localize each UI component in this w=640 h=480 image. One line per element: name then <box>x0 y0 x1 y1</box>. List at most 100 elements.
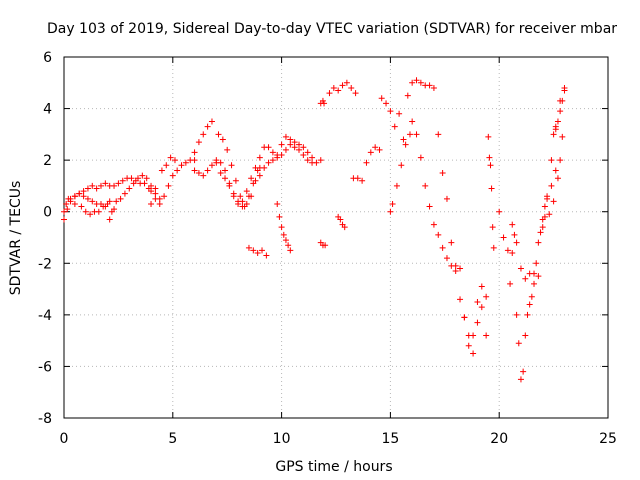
data-point <box>304 157 311 164</box>
data-point <box>517 265 524 272</box>
data-point <box>282 146 289 153</box>
data-point <box>483 332 490 339</box>
data-point <box>513 311 520 318</box>
data-point <box>71 200 78 207</box>
data-point <box>430 221 437 228</box>
data-point <box>309 154 316 161</box>
data-point <box>487 162 494 169</box>
data-point <box>531 280 538 287</box>
data-point <box>337 216 344 223</box>
data-point <box>195 170 202 177</box>
data-point <box>139 172 146 179</box>
data-point <box>326 90 333 97</box>
chart-title: Day 103 of 2019, Sidereal Day-to-day VTE… <box>47 21 617 37</box>
data-point <box>537 229 544 236</box>
data-point <box>243 188 250 195</box>
data-point <box>359 177 366 184</box>
data-point <box>539 224 546 231</box>
series-arc-h <box>215 131 261 210</box>
data-point <box>130 180 137 187</box>
data-point <box>237 193 244 200</box>
data-point <box>134 175 141 182</box>
x-tick-label: 20 <box>490 431 508 447</box>
data-point <box>111 206 118 213</box>
data-point <box>474 319 481 326</box>
data-point <box>528 293 535 300</box>
data-point <box>265 144 272 151</box>
series-arc-f <box>191 118 316 207</box>
y-tick-label: -6 <box>38 359 52 375</box>
data-point <box>126 185 133 192</box>
data-point <box>269 157 276 164</box>
data-point <box>554 175 561 182</box>
data-point <box>439 170 446 177</box>
y-axis-label: SDTVAR / TECUs <box>8 181 24 296</box>
data-point <box>517 376 524 383</box>
data-point <box>435 231 442 238</box>
data-point <box>443 255 450 262</box>
x-tick-label: 25 <box>599 431 617 447</box>
data-point <box>174 167 181 174</box>
data-point <box>439 244 446 251</box>
data-point <box>317 157 324 164</box>
data-point <box>89 198 96 205</box>
data-point <box>213 157 220 164</box>
data-point <box>287 136 294 143</box>
data-point <box>282 133 289 140</box>
data-point <box>64 206 71 213</box>
series-arc-u <box>496 84 568 282</box>
series-arc-m <box>317 239 329 249</box>
data-point <box>217 170 224 177</box>
data-point <box>435 131 442 138</box>
data-point <box>63 200 70 207</box>
data-point <box>550 198 557 205</box>
data-point <box>195 139 202 146</box>
data-point <box>152 190 159 197</box>
series-arc-n <box>326 79 359 97</box>
data-point <box>169 172 176 179</box>
x-tick-label: 10 <box>273 431 291 447</box>
data-point <box>470 350 477 357</box>
data-point <box>363 159 370 166</box>
data-point <box>478 304 485 311</box>
data-point <box>148 182 155 189</box>
data-point <box>417 154 424 161</box>
data-point <box>232 177 239 184</box>
data-point <box>117 195 124 202</box>
data-point <box>200 172 207 179</box>
x-tick-label: 0 <box>60 431 69 447</box>
data-point <box>522 275 529 282</box>
data-point <box>254 167 261 174</box>
data-point <box>263 252 270 259</box>
data-point <box>261 164 268 171</box>
series-arc-a <box>61 175 159 215</box>
data-point <box>95 208 102 215</box>
data-point <box>204 123 211 130</box>
data-point <box>478 283 485 290</box>
data-point <box>339 82 346 89</box>
data-point <box>61 216 67 223</box>
y-tick-label: 6 <box>43 50 52 66</box>
data-point <box>559 133 566 140</box>
data-point <box>489 224 496 231</box>
data-point <box>389 200 396 207</box>
data-point <box>71 193 78 200</box>
data-point <box>465 332 472 339</box>
data-point <box>452 268 459 275</box>
data-point <box>511 231 518 238</box>
data-point <box>526 301 533 308</box>
data-point <box>113 198 120 205</box>
data-point <box>276 213 283 220</box>
series-arc-j <box>245 244 270 259</box>
data-point <box>224 146 231 153</box>
data-point <box>313 159 320 166</box>
data-point <box>78 203 85 210</box>
data-point <box>215 131 222 138</box>
data-point <box>457 296 464 303</box>
data-point <box>152 185 159 192</box>
data-point <box>282 237 289 244</box>
data-point <box>104 200 111 207</box>
data-point <box>87 211 94 218</box>
data-point <box>409 118 416 125</box>
data-point <box>561 87 568 94</box>
